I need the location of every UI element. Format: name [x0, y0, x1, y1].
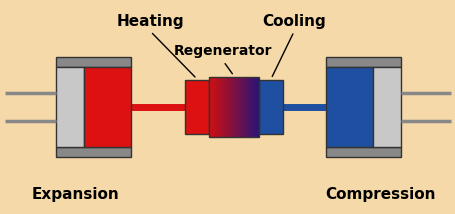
Bar — [257, 77, 258, 137]
Bar — [245, 77, 247, 137]
Text: Expansion: Expansion — [31, 187, 119, 202]
Text: Compression: Compression — [325, 187, 435, 202]
Bar — [372, 67, 400, 147]
Text: Cooling: Cooling — [262, 14, 325, 29]
Bar — [213, 77, 215, 137]
Bar — [228, 77, 230, 137]
Bar — [237, 77, 238, 137]
Bar — [244, 77, 246, 137]
Bar — [227, 77, 228, 137]
Bar — [56, 67, 84, 147]
Bar — [252, 77, 253, 137]
Bar — [248, 77, 249, 137]
Bar — [211, 77, 212, 137]
Bar — [246, 77, 247, 137]
Bar — [223, 77, 225, 137]
Bar — [212, 77, 214, 137]
Bar — [56, 57, 131, 67]
Bar — [230, 77, 232, 137]
Bar — [84, 67, 131, 147]
Bar — [241, 77, 243, 137]
Bar — [233, 77, 235, 137]
Text: Heating: Heating — [116, 14, 184, 29]
Bar — [219, 77, 221, 137]
Bar — [215, 77, 217, 137]
Bar — [258, 77, 259, 137]
Bar — [255, 77, 257, 137]
Bar — [229, 77, 231, 137]
Bar — [240, 77, 242, 137]
Bar — [222, 77, 224, 137]
Bar — [325, 147, 400, 157]
Bar — [234, 77, 236, 137]
Bar — [212, 77, 213, 137]
Bar — [208, 77, 258, 137]
Bar — [217, 77, 219, 137]
Text: Regenerator: Regenerator — [174, 44, 272, 58]
Bar — [226, 77, 228, 137]
Bar — [235, 77, 237, 137]
Bar — [256, 77, 257, 137]
Bar — [233, 77, 234, 137]
Bar — [225, 77, 227, 137]
Bar — [231, 77, 233, 137]
Bar — [254, 77, 256, 137]
Bar — [210, 77, 212, 137]
Bar — [243, 77, 244, 137]
Bar — [247, 77, 248, 137]
Bar — [253, 77, 255, 137]
Bar — [214, 77, 216, 137]
Bar — [208, 77, 210, 137]
Bar — [249, 77, 251, 137]
Bar — [238, 77, 239, 137]
Bar — [218, 77, 220, 137]
Bar — [243, 77, 245, 137]
Bar — [216, 77, 217, 137]
Bar — [56, 147, 131, 157]
Bar — [325, 57, 400, 67]
Bar — [236, 77, 238, 137]
Bar — [220, 77, 222, 137]
Bar — [224, 77, 226, 137]
Bar — [258, 80, 283, 134]
Bar — [209, 77, 211, 137]
Bar — [185, 80, 208, 134]
Bar — [221, 77, 222, 137]
Bar — [232, 77, 233, 137]
Bar — [251, 77, 252, 137]
Bar — [242, 77, 243, 137]
Bar — [228, 77, 229, 137]
Bar — [239, 77, 241, 137]
Bar — [250, 77, 252, 137]
Bar — [238, 77, 240, 137]
Bar — [253, 77, 254, 137]
Bar — [222, 77, 223, 137]
Bar — [325, 67, 372, 147]
Bar — [248, 77, 250, 137]
Bar — [217, 77, 218, 137]
